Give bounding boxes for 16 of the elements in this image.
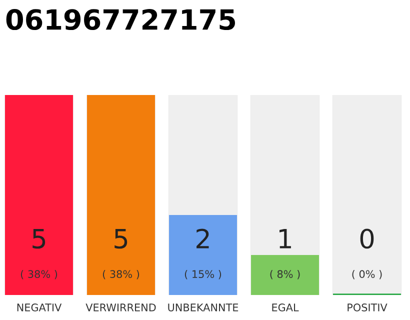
data-label: 5 (32, 229, 46, 249)
x-tick-label: UNBEKANNTE (168, 304, 238, 312)
x-tick-label: POSITIV (348, 304, 388, 312)
x-tick-label: EGAL (272, 304, 299, 312)
data-label: 0 (360, 228, 374, 249)
x-tick-label: VERWIRREND (86, 304, 156, 312)
chart-title: 061967727175 (6, 9, 235, 30)
annotation: ( 0% ) (352, 270, 382, 280)
annotation: ( 15% ) (184, 270, 222, 280)
annotation: ( 38% ) (102, 270, 140, 280)
data-label: 1 (280, 229, 291, 248)
annotation: ( 8% ) (270, 270, 300, 280)
x-tick-label: NEGATIV (17, 304, 62, 312)
data-label: 2 (196, 228, 209, 248)
data-label: 5 (114, 229, 128, 249)
annotation: ( 38% ) (20, 270, 58, 280)
